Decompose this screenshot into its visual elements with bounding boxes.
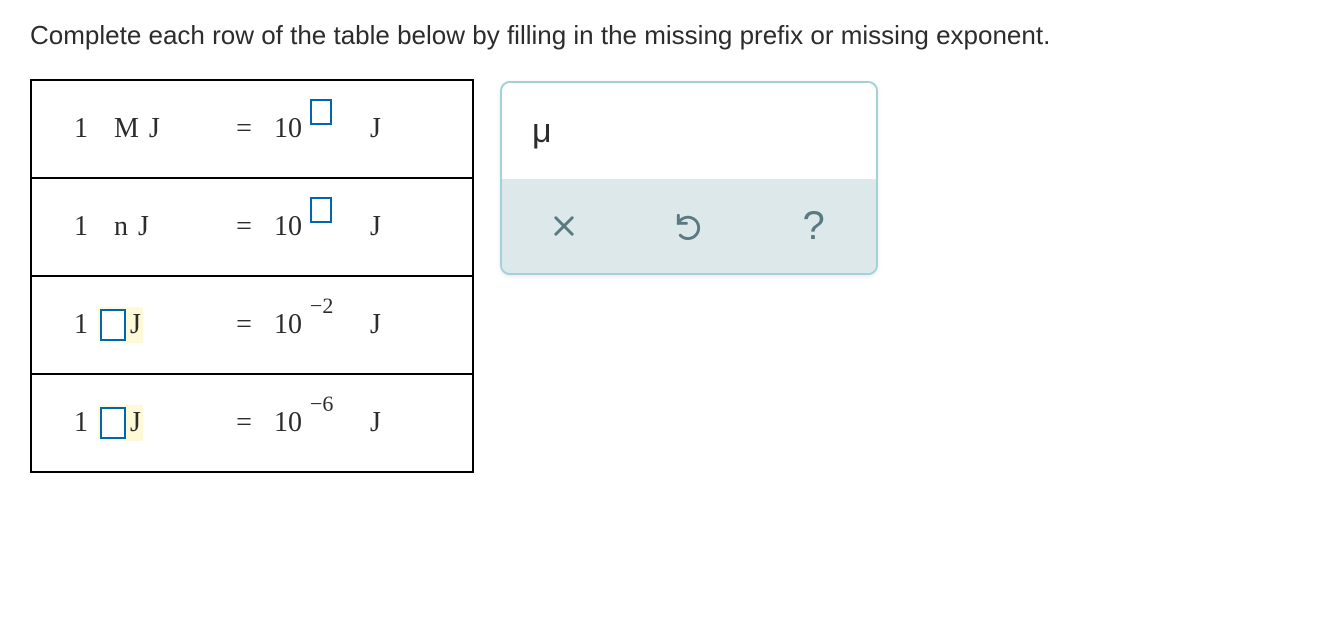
prefix-table: 1 M J = 10 [30, 79, 474, 473]
unit-right: J [370, 211, 381, 243]
exponent-value: −6 [310, 391, 333, 417]
table-row: 1 n J = 10 [31, 178, 473, 276]
answer-toolbar: ? [502, 179, 876, 273]
equals-sign: = [214, 113, 274, 145]
table-row: 1 M J = 10 [31, 80, 473, 178]
table-row: 1 J = 10 −2 J [31, 276, 473, 374]
base-ten: 10 [274, 407, 302, 439]
prefix-input[interactable] [100, 309, 126, 341]
equals-sign: = [214, 309, 274, 341]
unit-left: J [130, 407, 141, 439]
equals-sign: = [214, 407, 274, 439]
base-ten: 10 [274, 211, 302, 243]
exponent-input[interactable] [310, 99, 332, 125]
exponent-input[interactable] [310, 197, 332, 223]
unit-right: J [370, 309, 381, 341]
coefficient: 1 [74, 113, 88, 145]
prefix: n [114, 211, 128, 243]
exponent-value: −2 [310, 293, 333, 319]
coefficient: 1 [74, 309, 88, 341]
unit-left: J [149, 113, 160, 145]
prefix-input-highlight: J [98, 405, 143, 441]
x-icon [550, 212, 578, 240]
question-mark-icon: ? [803, 204, 825, 249]
content-row: 1 M J = 10 [30, 79, 1296, 473]
coefficient: 1 [74, 211, 88, 243]
prefix-input-highlight: J [98, 307, 143, 343]
answer-display[interactable]: μ [502, 83, 876, 179]
undo-button[interactable] [659, 196, 719, 256]
equals-sign: = [214, 211, 274, 243]
unit-left: J [138, 211, 149, 243]
prefix-input[interactable] [100, 407, 126, 439]
base-ten: 10 [274, 309, 302, 341]
coefficient: 1 [74, 407, 88, 439]
undo-icon [673, 210, 705, 242]
answer-panel: μ ? [500, 81, 878, 275]
clear-button[interactable] [534, 196, 594, 256]
unit-left: J [130, 309, 141, 341]
unit-right: J [370, 407, 381, 439]
question-prompt: Complete each row of the table below by … [30, 20, 1296, 51]
unit-right: J [370, 113, 381, 145]
help-button[interactable]: ? [784, 196, 844, 256]
prefix: M [114, 113, 139, 145]
table-row: 1 J = 10 −6 J [31, 374, 473, 472]
base-ten: 10 [274, 113, 302, 145]
